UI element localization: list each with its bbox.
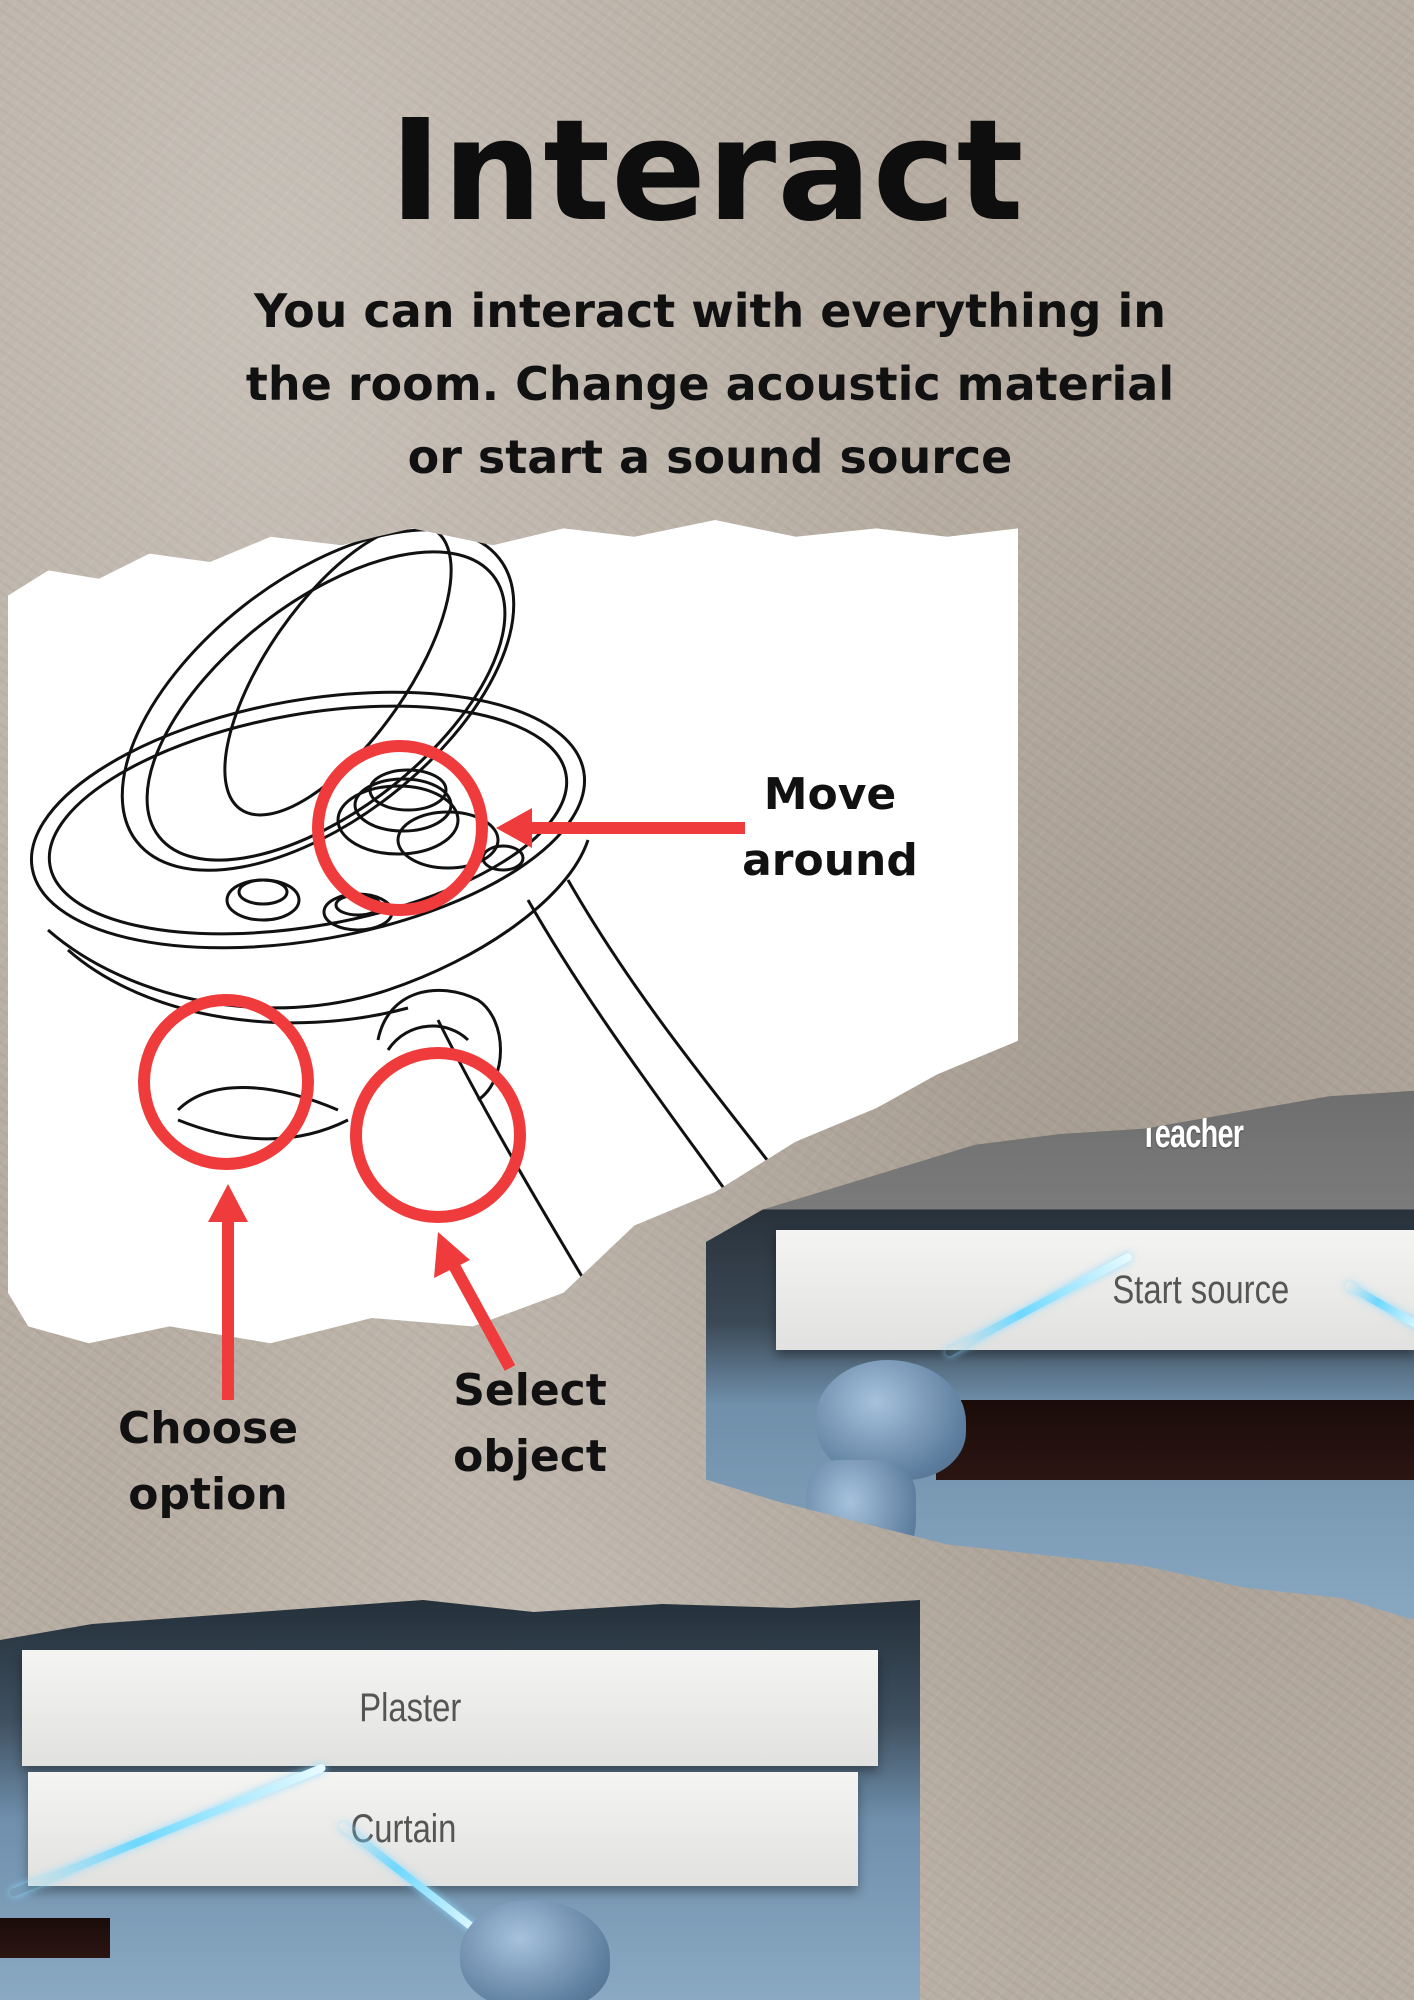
vr-controller-grip xyxy=(806,1460,916,1580)
vr-controller-icon xyxy=(460,1900,610,2000)
start-source-button[interactable]: Start source xyxy=(776,1230,1414,1350)
choose-option-label: Choose option xyxy=(117,1403,299,1520)
select-object-label: Select object xyxy=(453,1365,607,1482)
vr-material-menu-screenshot: Plaster Curtain xyxy=(0,1600,920,2000)
room-furniture xyxy=(0,1918,110,1958)
material-option-curtain[interactable]: Curtain xyxy=(28,1772,858,1886)
start-source-button-label: Start source xyxy=(1112,1267,1290,1312)
move-around-label: Move around xyxy=(742,769,918,886)
room-furniture xyxy=(936,1400,1414,1480)
vr-start-source-screenshot: Teacher Start source xyxy=(706,1090,1414,1620)
teacher-label: Teacher xyxy=(1140,1112,1244,1156)
material-option-label: Plaster xyxy=(358,1685,462,1730)
page-title: Interact xyxy=(389,90,1025,253)
page-subtitle: You can interact with everything in the … xyxy=(245,284,1175,484)
material-option-plaster[interactable]: Plaster xyxy=(22,1650,878,1766)
